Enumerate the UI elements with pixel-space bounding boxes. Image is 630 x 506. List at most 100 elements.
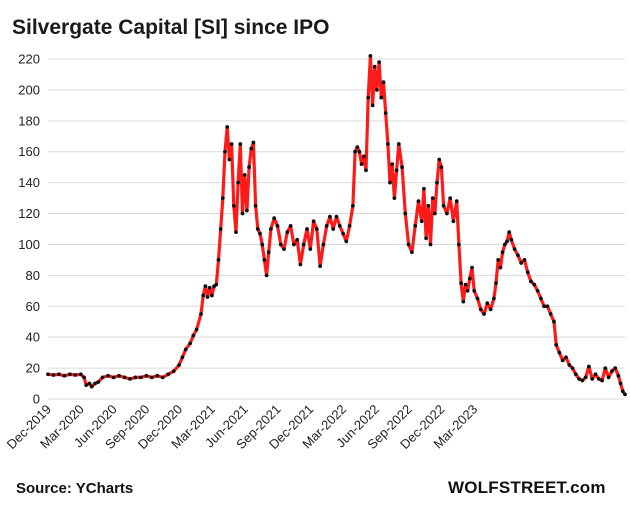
data-point — [467, 276, 472, 281]
data-point — [613, 366, 618, 370]
data-point — [177, 363, 182, 367]
data-point — [155, 373, 160, 378]
data-point — [288, 224, 293, 228]
data-point — [545, 304, 550, 309]
data-point — [344, 239, 349, 244]
data-point — [331, 227, 336, 231]
data-point — [351, 203, 355, 208]
data-point — [234, 230, 238, 235]
data-point — [516, 253, 520, 258]
data-point — [564, 355, 568, 360]
y-tick-label: 180 — [18, 113, 40, 128]
y-tick-label: 200 — [18, 82, 40, 97]
data-point — [512, 247, 517, 252]
data-point — [498, 265, 503, 270]
data-point — [620, 389, 625, 394]
data-point — [560, 358, 565, 363]
data-point — [413, 224, 418, 228]
y-tick-label: 120 — [18, 206, 40, 221]
data-point — [463, 282, 468, 287]
data-point — [496, 258, 501, 262]
data-point — [353, 149, 357, 154]
data-point — [606, 375, 611, 380]
data-point — [430, 196, 435, 201]
data-point — [379, 95, 384, 100]
data-point — [580, 378, 585, 383]
data-point — [229, 142, 234, 146]
data-point — [445, 211, 449, 216]
data-point — [357, 149, 362, 154]
data-point — [394, 168, 399, 173]
data-point — [258, 231, 262, 236]
data-point — [552, 319, 556, 324]
data-point — [133, 375, 138, 380]
data-point — [616, 373, 621, 378]
data-point — [505, 239, 509, 244]
x-axis-ticks: Dec-2019Mar-2020Jun-2020Sep-2020Dec-2020… — [4, 402, 481, 452]
data-point — [400, 165, 404, 170]
data-point — [205, 295, 210, 299]
data-point — [596, 377, 601, 381]
data-point — [285, 230, 290, 235]
data-point — [509, 237, 514, 242]
data-point — [57, 372, 61, 377]
data-point — [96, 380, 101, 384]
data-point — [623, 392, 627, 397]
data-point — [482, 312, 486, 316]
data-point — [472, 288, 477, 293]
data-point — [311, 219, 316, 224]
data-point — [301, 242, 306, 247]
data-point — [548, 312, 553, 316]
data-point — [149, 375, 154, 380]
data-point — [220, 196, 225, 201]
data-point — [522, 258, 527, 262]
data-point — [507, 230, 512, 235]
data-point — [100, 375, 105, 380]
data-point — [448, 196, 453, 201]
data-point — [260, 242, 265, 247]
data-point — [422, 186, 426, 191]
data-point — [321, 242, 326, 247]
data-point — [370, 103, 375, 108]
data-point — [475, 296, 480, 301]
data-point — [266, 250, 271, 255]
data-point — [554, 343, 559, 347]
data-point — [539, 296, 543, 301]
data-point — [218, 227, 223, 231]
data-point — [207, 285, 212, 290]
data-point — [529, 279, 533, 284]
y-tick-label: 100 — [18, 237, 40, 252]
data-point — [583, 375, 588, 380]
data-point — [298, 262, 303, 267]
data-point — [519, 261, 524, 265]
data-point — [459, 281, 463, 285]
data-point — [199, 312, 203, 316]
data-point — [255, 227, 260, 231]
data-point — [73, 373, 78, 377]
data-point — [618, 381, 623, 386]
data-point — [171, 369, 176, 374]
data-point — [314, 227, 319, 231]
data-point — [610, 369, 614, 374]
source-label: Source: YCharts — [16, 480, 134, 497]
data-point — [188, 341, 193, 346]
data-point — [383, 111, 388, 115]
gridlines — [48, 58, 625, 400]
data-point — [557, 350, 562, 355]
y-tick-label: 60 — [26, 299, 40, 314]
data-point — [470, 265, 474, 270]
data-point — [275, 224, 280, 228]
data-point — [451, 219, 456, 224]
data-point — [282, 247, 286, 252]
data-point — [272, 216, 277, 221]
data-point — [502, 242, 507, 247]
data-point — [388, 180, 392, 185]
data-point — [183, 347, 188, 352]
data-point — [535, 288, 540, 293]
data-point — [238, 142, 243, 146]
data-point — [355, 145, 360, 150]
data-point — [386, 142, 390, 146]
data-point — [87, 381, 92, 386]
data-point — [424, 236, 428, 241]
data-point — [441, 203, 446, 208]
